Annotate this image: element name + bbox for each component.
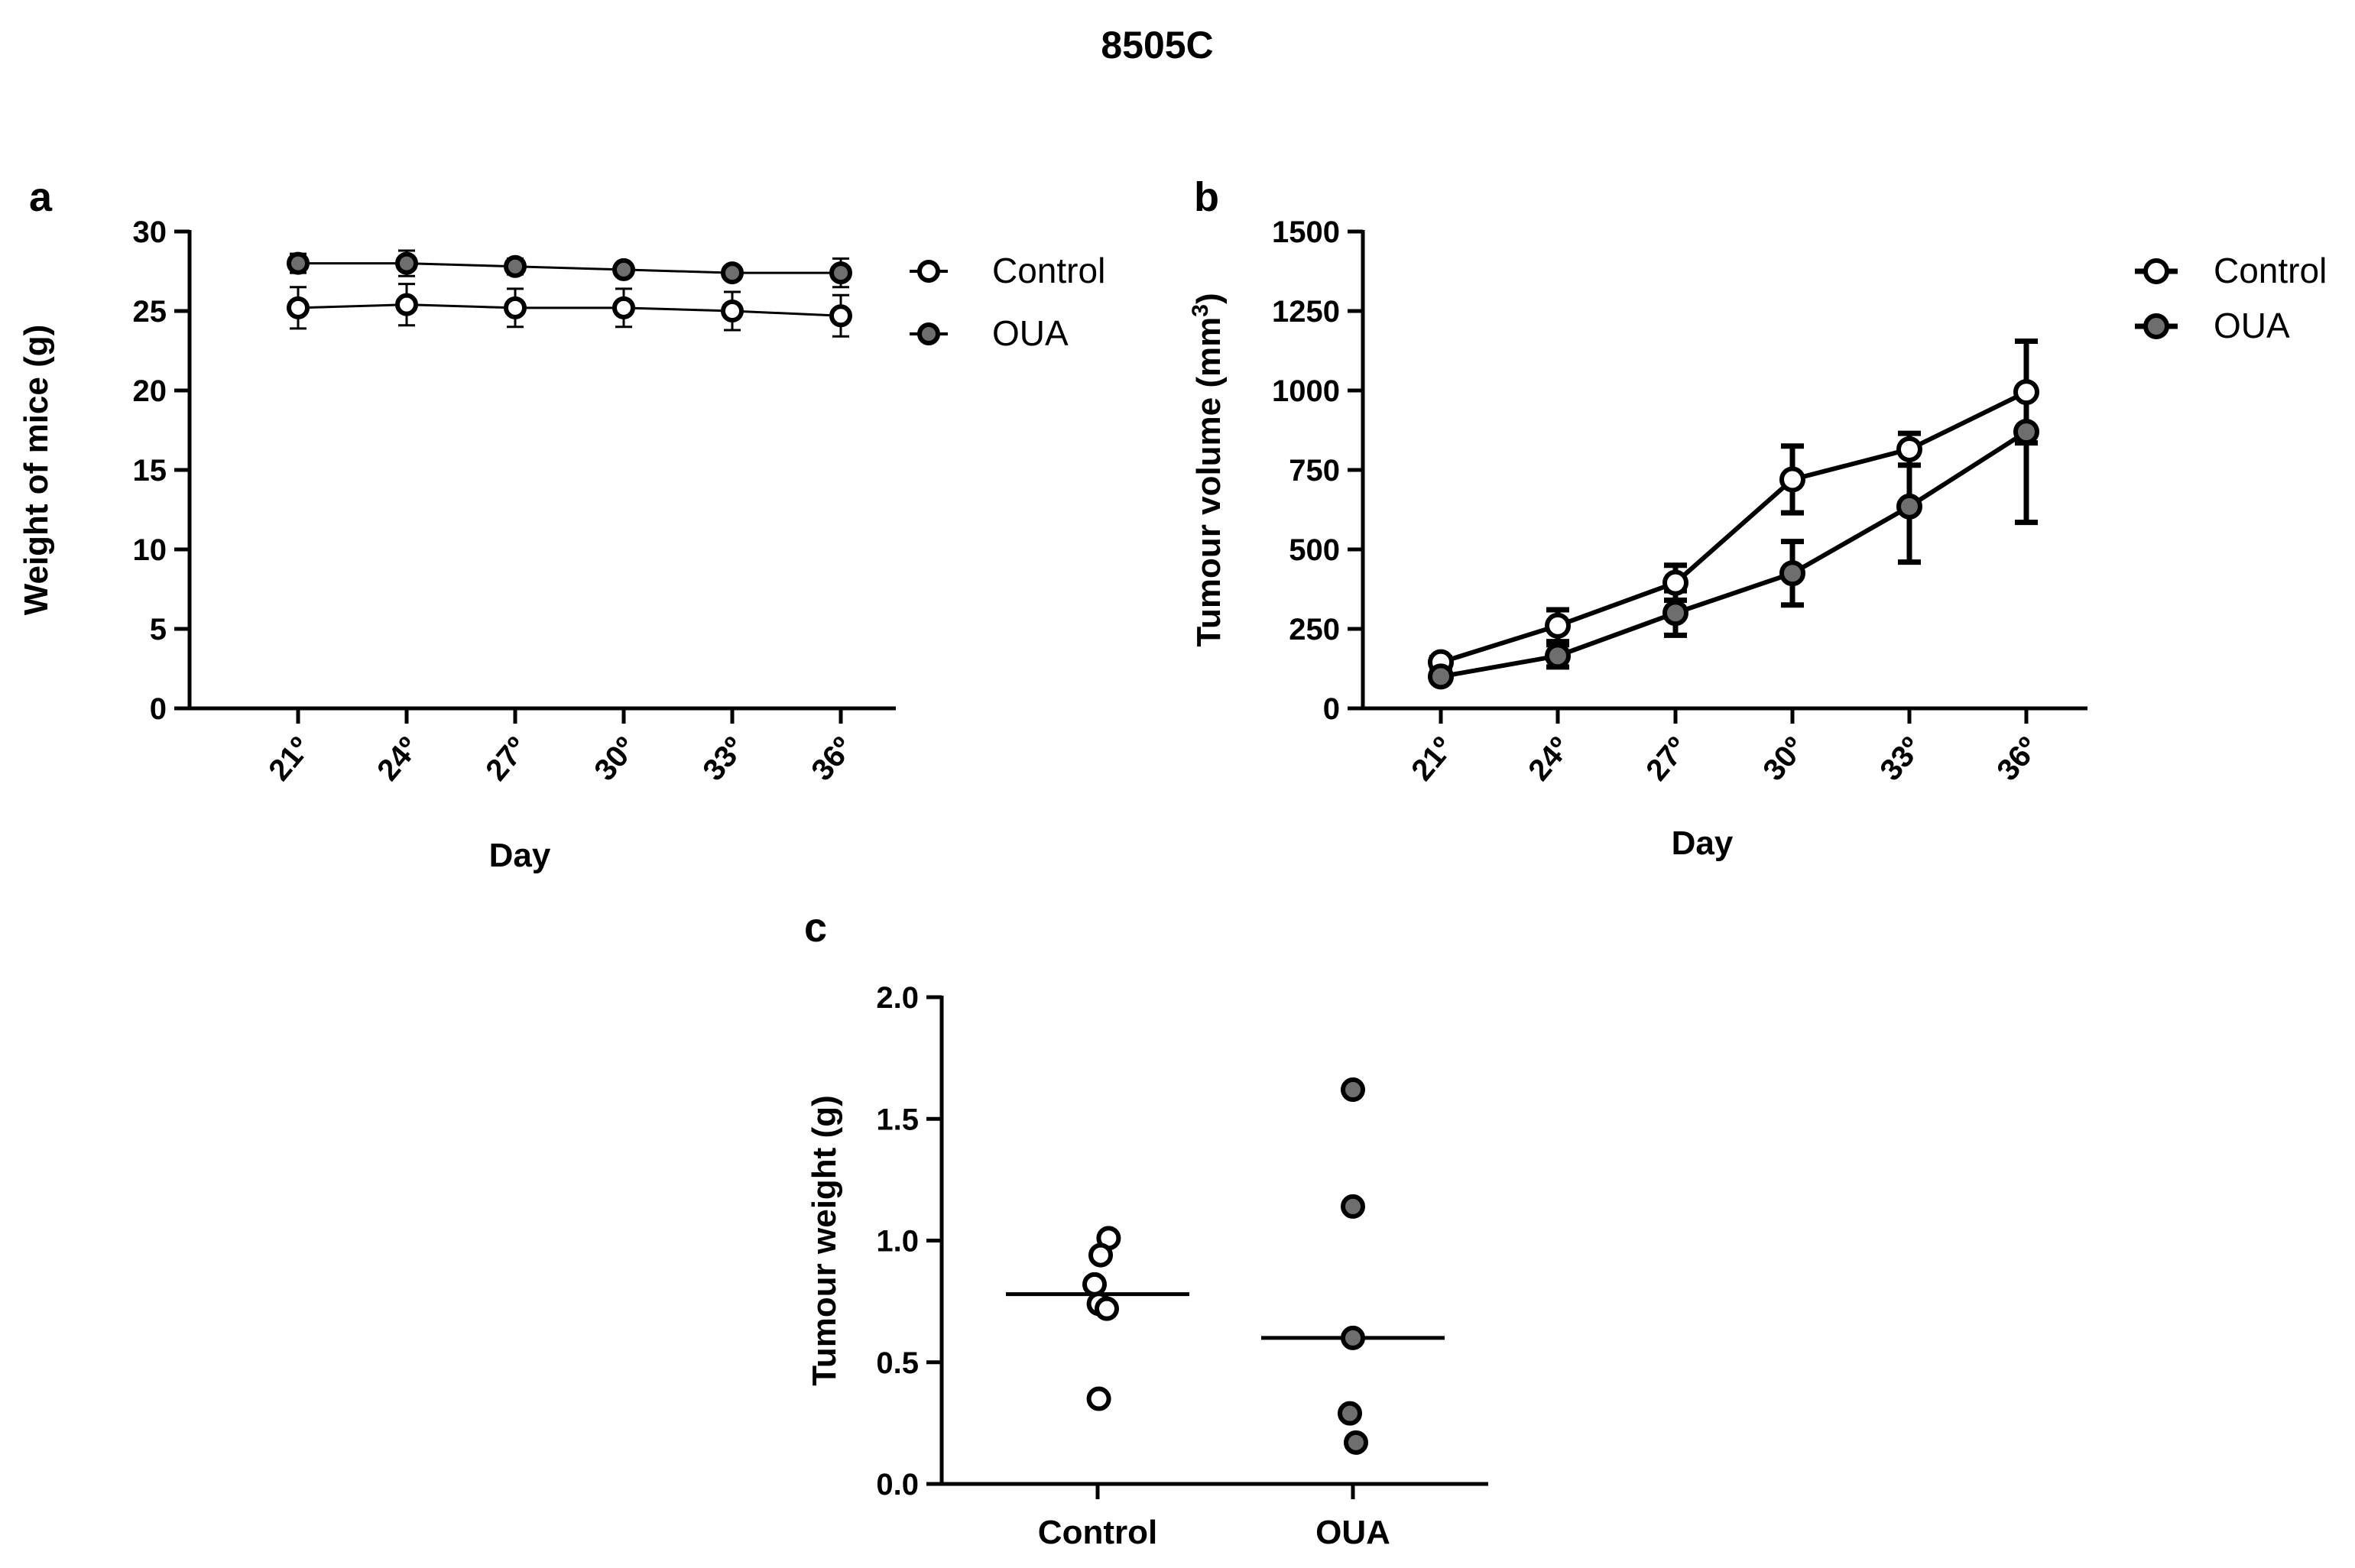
y-tick-label: 500 [1289,533,1340,567]
data-point-control [1545,612,1571,639]
data-point-control [1779,466,1805,493]
data-point-control [1082,1272,1107,1297]
y-tick-label: 250 [1289,613,1340,646]
y-tick-label: 10 [133,533,167,567]
y-tick-label: 750 [1289,454,1340,488]
y-tick-label: 20 [133,374,167,408]
panel-label-b: b [1194,174,1219,220]
y-tick-label: 0 [150,692,167,726]
y-tick-label: 2.0 [876,981,919,1015]
data-point-control [1086,1386,1111,1411]
y-tick-label: 15 [133,454,167,488]
x-tick-label: 24º [1522,731,1577,788]
data-point-control [504,296,527,319]
data-point-oua [1428,663,1454,690]
data-point-oua [721,261,744,285]
y-axis-label: Tumour weight (g) [806,1095,843,1385]
data-point-oua [1896,493,1922,520]
data-point-oua [1662,600,1688,627]
x-tick-label: Control [1038,1514,1157,1551]
y-axis-label: Tumour volume (mm3) [1188,293,1228,646]
legend-marker-control [2143,258,2169,284]
legend-label-control: Control [992,251,1105,290]
y-tick-label: 0 [1323,692,1340,726]
y-tick-label: 5 [150,613,167,646]
y-tick-label: 30 [133,215,167,249]
x-tick-label: 36º [1990,731,2045,788]
legend-marker-control [917,260,940,283]
figure-title: 8505C [1101,24,1213,66]
data-point-oua [829,261,852,285]
series-line-oua [298,262,841,274]
data-point-oua [612,258,635,281]
y-tick-label: 1250 [1272,295,1340,329]
y-tick-label: 1.0 [876,1225,919,1259]
legend-label-oua: OUA [992,313,1069,353]
data-point-oua [2013,419,2039,445]
data-point-oua [1344,1430,1368,1455]
data-point-control [1088,1242,1113,1268]
x-tick-label: 30º [588,731,643,788]
data-point-oua [1341,1194,1365,1219]
data-point-control [395,293,418,316]
y-tick-label: 25 [133,295,167,329]
x-tick-label: 30º [1757,731,1812,788]
y-tick-label: 0.5 [876,1346,919,1380]
panel-c-tumour-weight: c 0.0 0.5 1.0 1.5 2.0 Control OUA Tumour weight … [804,905,1488,1551]
data-point-oua [1341,1077,1365,1103]
x-tick-label: 21º [262,731,317,788]
data-point-control [287,296,310,319]
data-point-control [612,296,635,319]
data-point-control [1896,436,1922,462]
y-axis-label-end: ) [1190,293,1228,304]
data-point-control [1095,1296,1119,1321]
data-point-control [721,300,744,322]
data-point-oua [1341,1325,1365,1350]
data-point-oua [1779,560,1805,587]
x-tick-label: 27º [1640,731,1695,788]
x-tick-label: 33º [696,731,751,788]
x-axis-label: Day [489,837,551,874]
data-point-oua [395,251,418,275]
legend-marker-oua [2143,313,2169,339]
y-tick-label: 1000 [1272,374,1340,408]
data-point-oua [504,254,527,278]
data-point-oua [1338,1401,1362,1426]
data-point-oua [287,251,310,275]
panel-b-tumour-volume: b 0 250 500 750 1000 1250 1500 21º 24º 27º 30º 33º 36… [1188,174,2327,862]
data-point-control [829,304,852,328]
series-line-control [297,303,842,317]
legend-label-oua: OUA [2214,306,2290,345]
panel-label-c: c [804,905,827,951]
y-tick-label: 1500 [1272,215,1340,249]
y-tick-label: 1.5 [876,1103,919,1136]
panel-a-weight-of-mice: a 0 5 10 15 20 25 30 21º 24º 27º 30º 33º 36º Day Weight… [18,174,1105,874]
legend-marker-oua [917,322,940,345]
data-point-control [2013,379,2039,406]
legend-label-control: Control [2214,251,2327,290]
series-line-control [1440,390,2028,665]
data-point-oua [1545,643,1571,669]
x-tick-label: 27º [479,731,534,788]
panel-label-a: a [29,174,53,220]
x-tick-label: 36º [805,731,860,788]
x-tick-label: OUA [1315,1514,1390,1551]
x-tick-label: 21º [1405,731,1460,788]
x-tick-label: 33º [1873,731,1928,788]
data-point-control [1662,569,1688,596]
x-axis-label: Day [1672,824,1734,862]
y-axis-label-superscript: 3 [1188,304,1213,317]
series-line-oua [1440,429,2028,679]
y-tick-label: 0.0 [876,1468,919,1502]
x-tick-label: 24º [371,731,426,788]
y-axis-label: Weight of mice (g) [18,325,55,616]
